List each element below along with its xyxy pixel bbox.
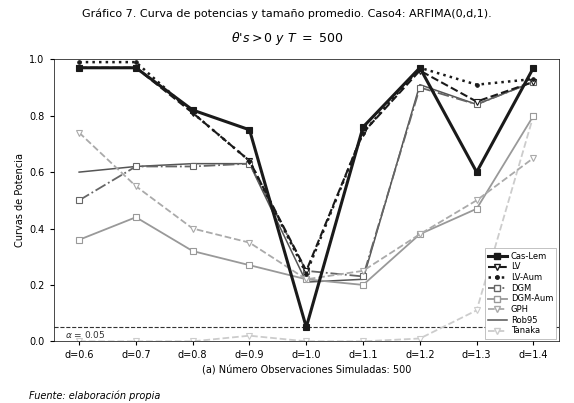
LV — [246, 158, 253, 163]
Tanaka — [530, 113, 537, 118]
DGM — [530, 79, 537, 84]
Rob95 — [303, 280, 310, 285]
Tanaka — [133, 339, 139, 344]
GPH — [76, 130, 83, 135]
Rob95 — [473, 102, 480, 107]
Line: Rob95: Rob95 — [79, 82, 533, 282]
Cas-Lem — [416, 65, 423, 70]
LV — [473, 99, 480, 104]
Rob95 — [360, 277, 367, 282]
Tanaka — [76, 339, 83, 344]
GPH — [473, 198, 480, 203]
LV-Aum — [360, 130, 367, 135]
LV-Aum — [303, 271, 310, 276]
LV-Aum — [530, 77, 537, 81]
DGM — [303, 268, 310, 273]
DGM — [189, 164, 196, 169]
Text: $\mathit{\alpha}$ = 0.05: $\mathit{\alpha}$ = 0.05 — [65, 330, 106, 341]
Cas-Lem — [473, 170, 480, 174]
DGM-Aum — [246, 263, 253, 268]
DGM — [360, 274, 367, 279]
Text: Gráfico 7. Curva de potencias y tamaño promedio. Caso4: ARFIMA(0,d,1).: Gráfico 7. Curva de potencias y tamaño p… — [82, 8, 492, 19]
Line: GPH: GPH — [76, 130, 536, 282]
Rob95 — [530, 79, 537, 84]
Rob95 — [76, 170, 83, 174]
LV — [303, 268, 310, 273]
Rob95 — [246, 161, 253, 166]
LV-Aum — [416, 65, 423, 70]
Text: $\theta$'$s > 0\ y\ T\ =\ 500$: $\theta$'$s > 0\ y\ T\ =\ 500$ — [231, 30, 343, 47]
DGM — [473, 102, 480, 107]
Rob95 — [133, 164, 139, 169]
LV-Aum — [246, 158, 253, 163]
Cas-Lem — [133, 65, 139, 70]
LV-Aum — [76, 60, 83, 64]
DGM-Aum — [473, 206, 480, 211]
Cas-Lem — [76, 65, 83, 70]
Rob95 — [416, 82, 423, 87]
Tanaka — [246, 333, 253, 338]
GPH — [303, 277, 310, 282]
DGM-Aum — [133, 215, 139, 220]
Cas-Lem — [189, 108, 196, 112]
GPH — [530, 156, 537, 160]
DGM-Aum — [76, 237, 83, 242]
Tanaka — [303, 339, 310, 344]
DGM-Aum — [189, 249, 196, 253]
Tanaka — [473, 308, 480, 313]
Tanaka — [360, 339, 367, 344]
GPH — [416, 232, 423, 237]
GPH — [133, 184, 139, 189]
Cas-Lem — [530, 65, 537, 70]
LV — [189, 110, 196, 115]
Cas-Lem — [360, 125, 367, 129]
Text: Fuente: elaboración propia: Fuente: elaboración propia — [29, 391, 160, 401]
Line: LV: LV — [76, 65, 536, 274]
DGM-Aum — [530, 113, 537, 118]
Tanaka — [189, 339, 196, 344]
Cas-Lem — [303, 325, 310, 330]
Legend: Cas-Lem, LV, LV-Aum, DGM, DGM-Aum, GPH, Rob95, Tanaka: Cas-Lem, LV, LV-Aum, DGM, DGM-Aum, GPH, … — [485, 249, 557, 339]
Line: Tanaka: Tanaka — [76, 113, 536, 344]
GPH — [189, 226, 196, 231]
Line: DGM-Aum: DGM-Aum — [76, 113, 536, 288]
DGM — [416, 85, 423, 90]
DGM-Aum — [360, 283, 367, 287]
Line: LV-Aum: LV-Aum — [76, 59, 537, 277]
LV — [530, 79, 537, 84]
Y-axis label: Curvas de Potencia: Curvas de Potencia — [15, 153, 25, 247]
DGM — [76, 198, 83, 203]
Line: DGM: DGM — [76, 79, 536, 279]
Tanaka — [416, 336, 423, 341]
LV — [416, 68, 423, 73]
LV — [76, 65, 83, 70]
Cas-Lem — [246, 127, 253, 132]
DGM — [246, 161, 253, 166]
DGM — [133, 164, 139, 169]
X-axis label: (a) Número Observaciones Simuladas: 500: (a) Número Observaciones Simuladas: 500 — [201, 366, 411, 376]
Line: Cas-Lem: Cas-Lem — [76, 65, 536, 330]
Rob95 — [189, 161, 196, 166]
LV-Aum — [133, 60, 139, 64]
LV-Aum — [473, 82, 480, 87]
DGM-Aum — [416, 232, 423, 237]
LV — [133, 65, 139, 70]
DGM-Aum — [303, 277, 310, 282]
GPH — [360, 268, 367, 273]
LV — [360, 130, 367, 135]
LV-Aum — [189, 110, 196, 115]
GPH — [246, 240, 253, 245]
